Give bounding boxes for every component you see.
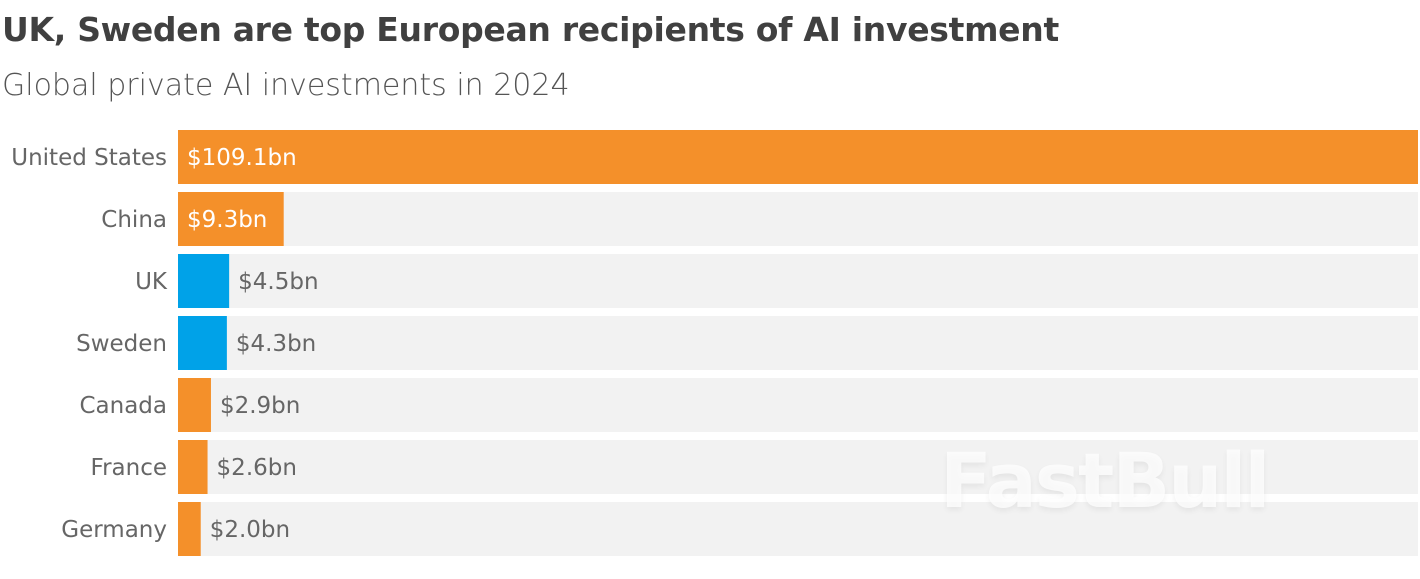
category-label: France bbox=[91, 455, 167, 481]
value-label: $2.0bn bbox=[210, 517, 290, 543]
bar-track bbox=[178, 192, 1418, 246]
category-label: United States bbox=[11, 145, 167, 171]
bar-track bbox=[178, 378, 1418, 432]
value-label: $4.5bn bbox=[238, 269, 318, 295]
category-label: Germany bbox=[61, 517, 167, 543]
bar bbox=[178, 316, 227, 370]
bar-track bbox=[178, 254, 1418, 308]
bar bbox=[178, 502, 201, 556]
bar bbox=[178, 254, 230, 308]
category-label: Sweden bbox=[76, 331, 167, 357]
value-label: $2.6bn bbox=[217, 455, 297, 481]
bar bbox=[178, 440, 208, 494]
bar-track bbox=[178, 502, 1418, 556]
chart-subtitle: Global private AI investments in 2024 bbox=[2, 68, 570, 103]
chart-title: UK, Sweden are top European recipients o… bbox=[2, 10, 1059, 49]
category-label: UK bbox=[135, 269, 168, 295]
bar bbox=[178, 130, 1418, 184]
bar-track bbox=[178, 440, 1418, 494]
value-label: $2.9bn bbox=[220, 393, 300, 419]
bar-track bbox=[178, 316, 1418, 370]
category-label: China bbox=[101, 207, 167, 233]
bar bbox=[178, 192, 284, 246]
value-label: $109.1bn bbox=[187, 145, 297, 171]
category-label: Canada bbox=[79, 393, 167, 419]
value-label: $9.3bn bbox=[187, 207, 267, 233]
value-label: $4.3bn bbox=[236, 331, 316, 357]
bar bbox=[178, 378, 211, 432]
fastbull-watermark: FastBull bbox=[940, 436, 1270, 525]
